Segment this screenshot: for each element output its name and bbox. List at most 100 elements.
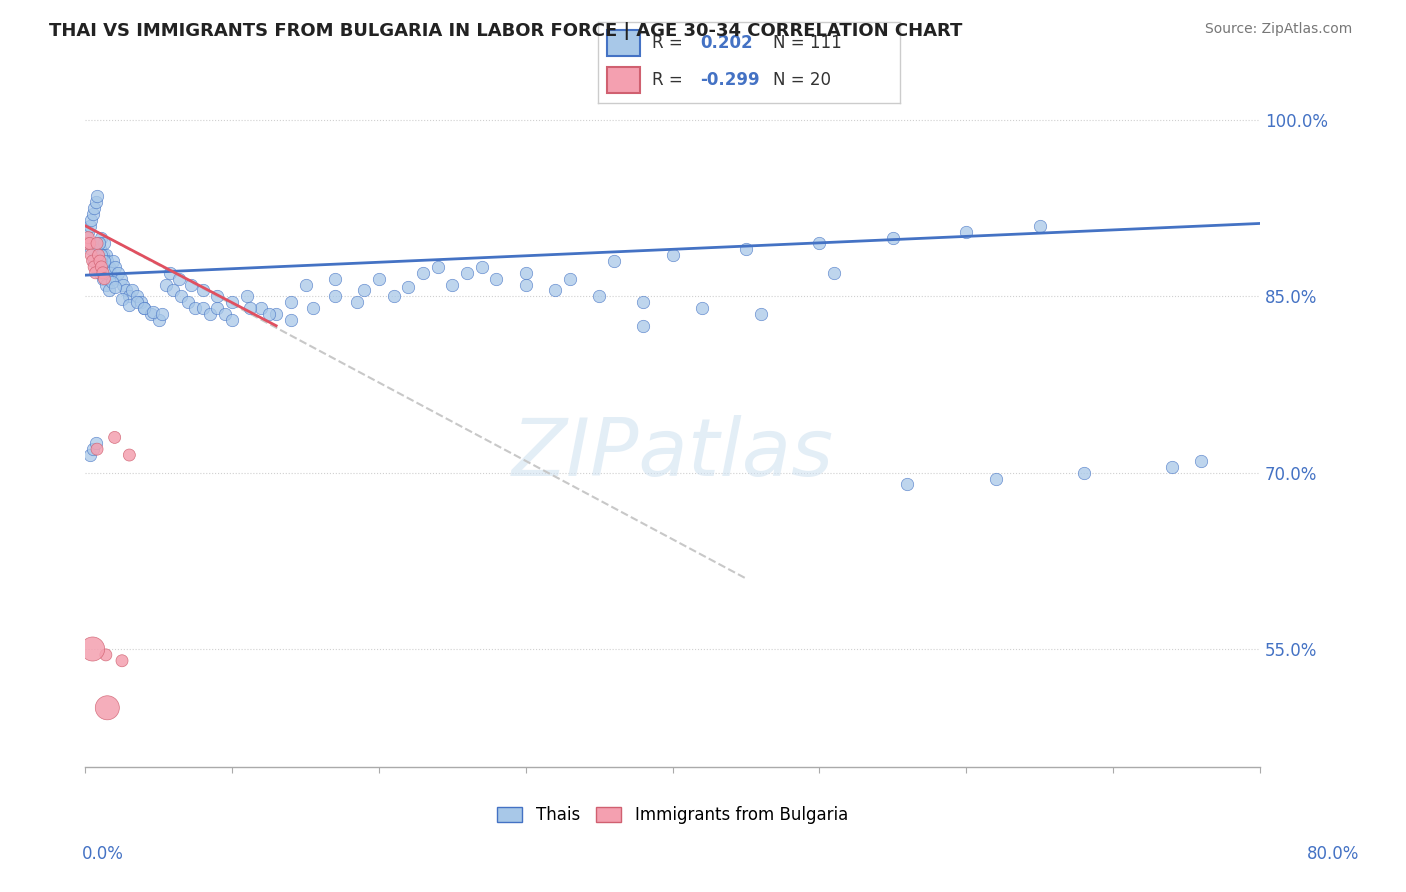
Text: THAI VS IMMIGRANTS FROM BULGARIA IN LABOR FORCE | AGE 30-34 CORRELATION CHART: THAI VS IMMIGRANTS FROM BULGARIA IN LABO… [49,22,963,40]
Point [823,266,845,280]
Point [83,260,105,274]
Point [280,295,302,310]
Point [86,442,108,457]
Point [207,301,229,315]
Point [90,260,112,274]
Point [79,448,101,462]
Point [86,189,108,203]
Point [97,260,120,274]
Text: N = 111: N = 111 [773,34,842,52]
Point [515,266,537,280]
Point [111,292,134,306]
Point [103,254,125,268]
Point [97,284,120,298]
Point [118,297,141,311]
Point [544,284,567,298]
Point [353,284,375,298]
Point [412,266,434,280]
Point [118,448,141,462]
Point [129,295,152,310]
Point [984,471,1007,485]
Point [1073,466,1095,480]
Point [100,275,122,289]
Point [82,642,104,657]
Point [302,301,325,315]
Point [86,260,108,274]
Point [125,289,148,303]
Point [96,254,118,268]
FancyBboxPatch shape [606,30,640,56]
Point [690,301,713,315]
Point [82,207,104,221]
Point [96,700,118,714]
Point [239,301,262,315]
Point [184,301,207,315]
Point [177,295,200,310]
Point [125,295,148,310]
Point [84,436,107,450]
Point [221,295,243,310]
Point [159,266,181,280]
Point [79,236,101,251]
Point [257,307,280,321]
Point [100,271,122,285]
Point [87,236,110,251]
Point [104,260,127,274]
Point [89,254,111,268]
Point [558,271,581,285]
Point [107,266,129,280]
Point [93,254,115,268]
Point [180,277,202,292]
Point [132,301,155,315]
Point [80,243,103,257]
Text: 0.0%: 0.0% [82,845,124,863]
Point [94,248,117,262]
Point [661,248,683,262]
Text: ZIPatlas: ZIPatlas [512,416,834,493]
Point [808,236,831,251]
Point [104,430,127,444]
Point [91,248,114,262]
Point [110,271,132,285]
Point [155,277,177,292]
Point [162,284,184,298]
Point [83,254,105,268]
Point [735,243,758,257]
Point [91,271,114,285]
Point [118,289,141,303]
Point [89,243,111,257]
Point [170,289,193,303]
Point [485,271,508,285]
Legend: Thais, Immigrants from Bulgaria: Thais, Immigrants from Bulgaria [498,806,848,824]
Point [82,442,104,457]
Text: R =: R = [652,71,683,89]
Point [112,277,135,292]
Point [456,266,478,280]
Point [90,248,112,262]
Point [441,277,464,292]
Point [207,289,229,303]
Point [749,307,772,321]
Point [77,230,100,244]
Point [882,230,904,244]
Point [221,313,243,327]
Point [150,307,173,321]
Point [83,201,105,215]
Point [91,266,114,280]
Point [368,271,391,285]
Point [169,271,191,285]
Point [382,289,405,303]
Point [76,236,98,251]
Point [141,307,163,321]
Point [93,271,115,285]
Point [214,307,236,321]
Point [121,284,143,298]
Point [148,313,170,327]
Point [280,313,302,327]
FancyBboxPatch shape [606,67,640,93]
Point [79,219,101,233]
Point [236,289,259,303]
Point [89,266,111,280]
Point [896,477,918,491]
Point [955,225,977,239]
